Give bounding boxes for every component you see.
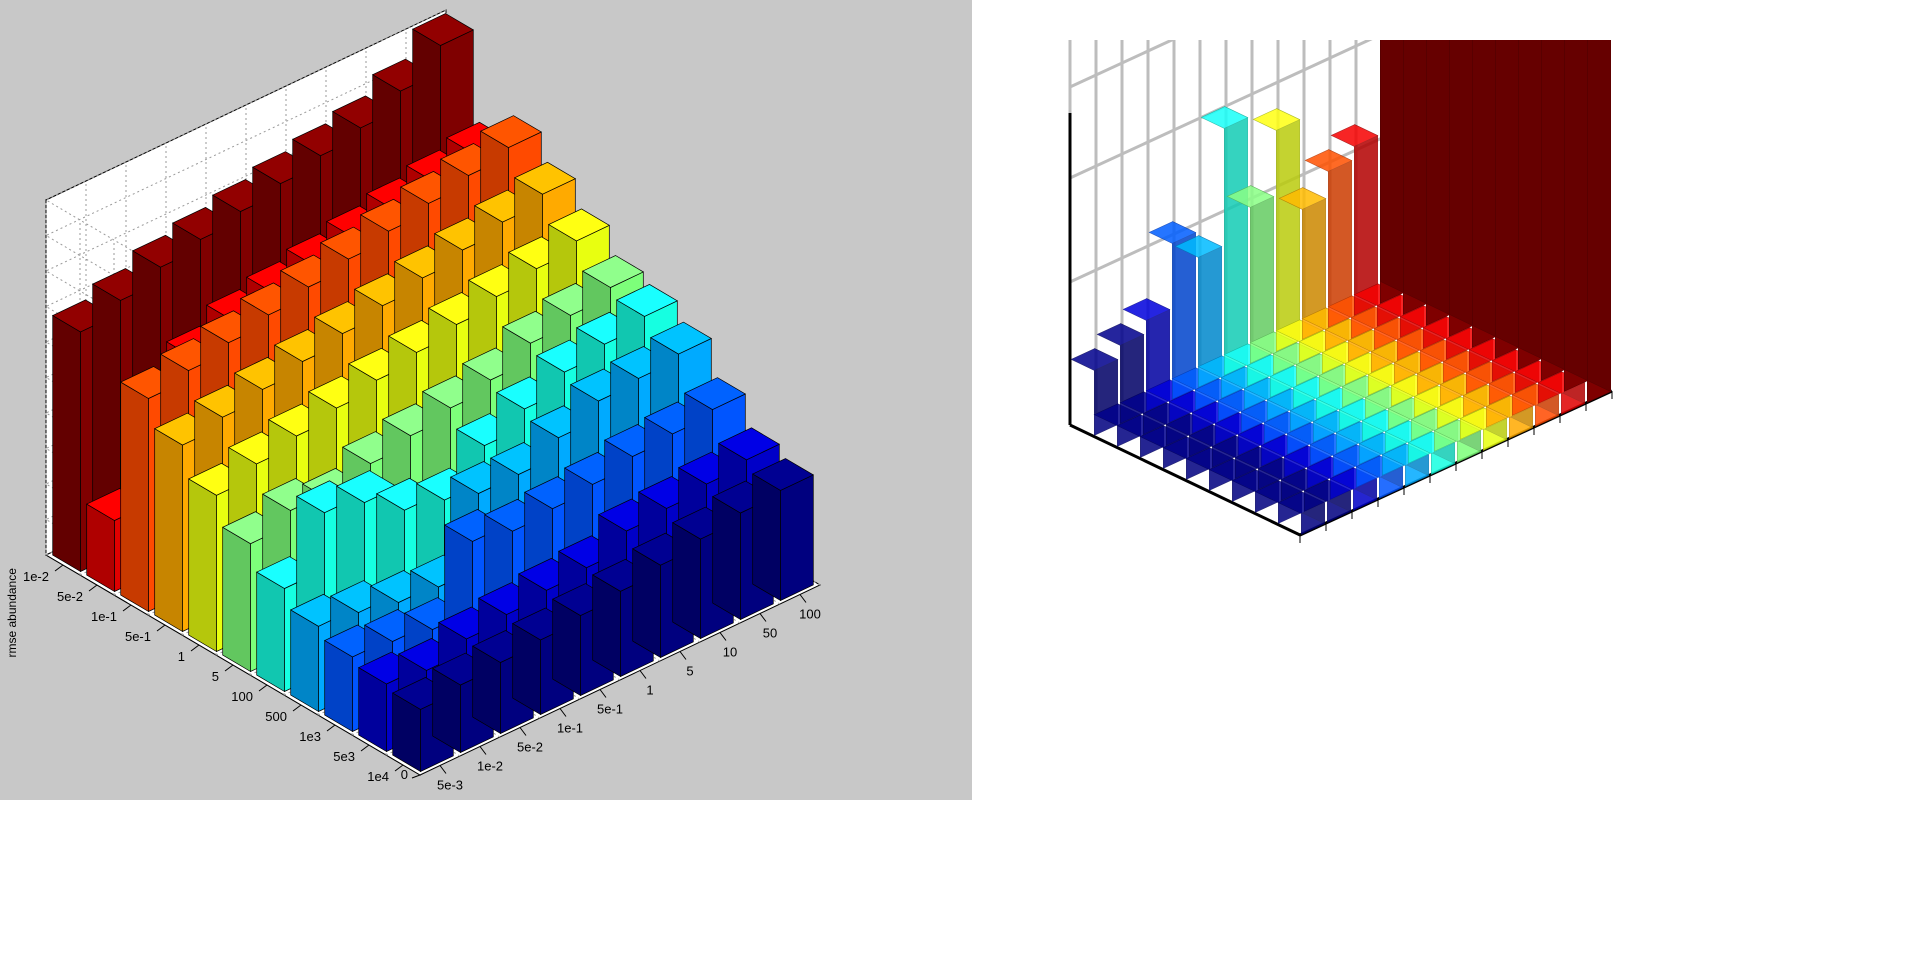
bar [751, 458, 815, 602]
bar [1252, 108, 1301, 352]
bar [1402, 40, 1428, 315]
col-tick-label: 100 [799, 607, 821, 622]
col-tick-label: 1e-1 [557, 721, 583, 736]
bar [1330, 124, 1379, 316]
row-tick-label: 5 [212, 669, 219, 684]
col-tick-label: 10 [723, 645, 737, 660]
row-tick-label: 5e-1 [125, 629, 151, 644]
z-axis-title: rmse abundance [5, 568, 19, 658]
left-bar3-chart: 00.20.40.60.811.21.41.61.82rmse abundanc… [5, 9, 822, 793]
row-tick-label: 1e3 [299, 729, 321, 744]
row-tick-label: 1e-1 [91, 609, 117, 624]
bar [1304, 149, 1353, 328]
bar [1471, 40, 1497, 348]
row-tick-label: 1e4 [367, 769, 389, 784]
floor-ticks [1299, 391, 1613, 543]
bar [1174, 235, 1223, 388]
col-tick-label: 5e-1 [597, 702, 623, 717]
row-tick-label: 1 [178, 649, 185, 664]
col-tick-label: 5 [686, 664, 693, 679]
col-tick-label: 5e-2 [517, 740, 543, 755]
row-tick-label: 100 [231, 689, 253, 704]
bar [1425, 40, 1451, 326]
bar [1540, 40, 1566, 381]
row-tick-label: 5e3 [333, 749, 355, 764]
col-tick-label: 1 [646, 683, 653, 698]
col-tick-label: 5e-3 [437, 778, 463, 793]
bar [1494, 40, 1520, 359]
bar [1563, 40, 1589, 392]
row-labels: 1e-2 5e-2 1e-1 5e-1 1 5 100 500 1e3 5e3 1e4 [23, 564, 404, 784]
right-figure [1000, 40, 1740, 780]
right-bar3-chart [1068, 40, 1613, 543]
bars [51, 13, 815, 773]
bar [1200, 106, 1249, 376]
bar [1537, 371, 1586, 415]
bar [1148, 221, 1197, 400]
bar [1448, 40, 1474, 337]
bars-right [1070, 40, 1612, 535]
col-labels: 5e-3 1e-2 5e-2 1e-1 5e-1 1 5 10 50 100 [437, 594, 821, 793]
z-tick-label: 0 [401, 767, 408, 782]
bar [1226, 185, 1275, 364]
bar [1379, 40, 1405, 304]
axes-right [1068, 40, 1613, 543]
bar [1278, 187, 1327, 340]
row-tick-label: 5e-2 [57, 589, 83, 604]
row-tick-label: 500 [265, 709, 287, 724]
left-figure: 00.20.40.60.811.21.41.61.82rmse abundanc… [0, 0, 972, 800]
col-tick-label: 1e-2 [477, 759, 503, 774]
row-tick-label: 1e-2 [23, 569, 49, 584]
bar [1517, 40, 1543, 370]
col-tick-label: 50 [763, 626, 777, 641]
bar [1586, 40, 1612, 403]
axes-left: 00.20.40.60.811.21.41.61.82rmse abundanc… [5, 9, 822, 793]
